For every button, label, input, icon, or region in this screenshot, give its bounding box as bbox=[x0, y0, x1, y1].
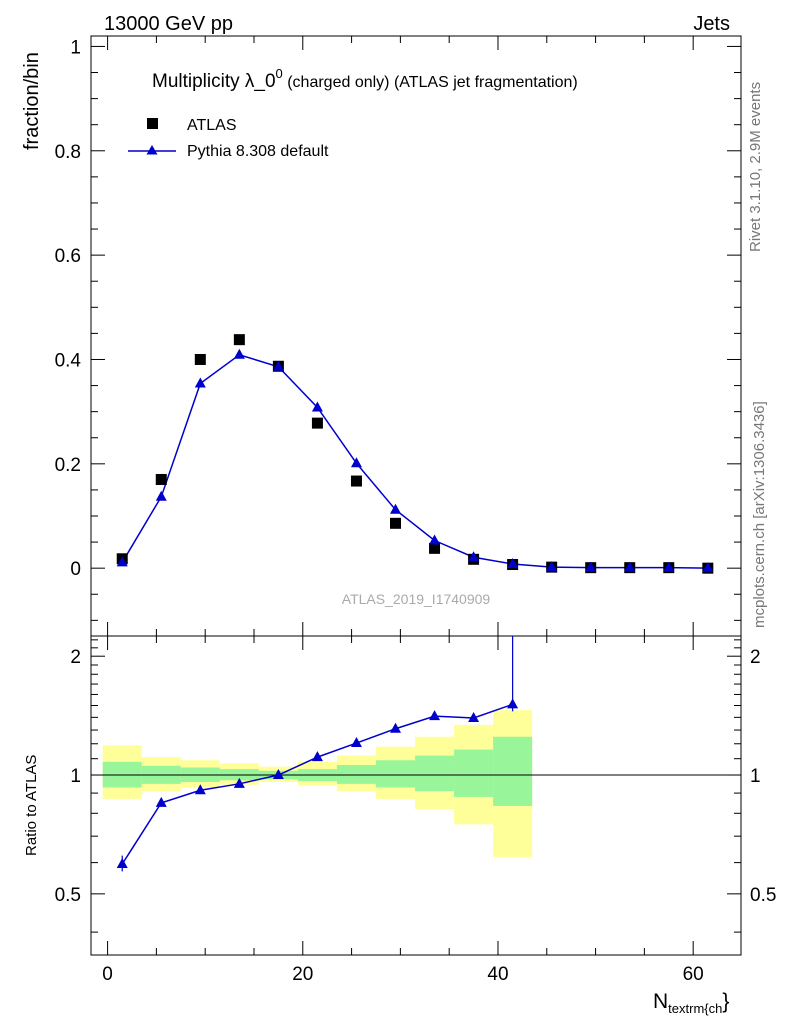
main-ytick-label: 1 bbox=[70, 37, 81, 58]
ratio-xlabel-sub: textrm{ch bbox=[668, 1001, 722, 1016]
header-left: 13000 GeV pp bbox=[104, 13, 233, 35]
data-point bbox=[233, 334, 245, 346]
ratio-ytick-label-right: 1 bbox=[750, 766, 761, 787]
stat-band bbox=[415, 755, 455, 792]
ratio-ylabel: Ratio to ATLAS bbox=[23, 755, 40, 856]
mc-point bbox=[585, 561, 597, 572]
mc-point bbox=[311, 401, 323, 412]
mc-point bbox=[468, 551, 480, 562]
legend-data-marker bbox=[147, 118, 158, 129]
mc-point bbox=[155, 490, 167, 501]
ratio-xlabel-tail: } bbox=[722, 990, 729, 1013]
ratio-ytick-label: 1 bbox=[70, 766, 81, 787]
data-point bbox=[390, 517, 402, 529]
ratio-xlabel: Ntextrm{ch} bbox=[653, 990, 729, 1016]
analysis-id: ATLAS_2019_I1740909 bbox=[342, 591, 491, 607]
chart-title-tail: (charged only) (ATLAS jet fragmentation) bbox=[283, 74, 578, 91]
mc-point bbox=[350, 457, 362, 468]
main-ytick-label: 0.4 bbox=[55, 350, 82, 371]
mc-point bbox=[429, 534, 441, 545]
ratio-frame bbox=[90, 635, 742, 956]
main-ytick-label: 0.8 bbox=[55, 142, 81, 163]
mc-point bbox=[507, 558, 519, 568]
ratio-xtick-label: 20 bbox=[292, 964, 313, 985]
ratio-xtick-label: 0 bbox=[102, 964, 113, 985]
ratio-mc-point bbox=[155, 796, 167, 807]
ratio-ytick-label: 2 bbox=[70, 647, 81, 668]
data-point bbox=[350, 475, 362, 487]
ratio-mc-point bbox=[311, 751, 323, 762]
ratio-ytick-label: 0.5 bbox=[55, 885, 81, 906]
stat-band bbox=[493, 736, 533, 806]
mc-point bbox=[702, 562, 714, 573]
stat-band bbox=[454, 749, 494, 797]
mc-point bbox=[624, 561, 636, 572]
main-ytick-label: 0 bbox=[70, 559, 81, 580]
ratio-ytick-label-right: 0.5 bbox=[750, 885, 776, 906]
data-point bbox=[311, 417, 323, 429]
ratio-mc-point bbox=[350, 737, 362, 748]
ratio-mc-point bbox=[390, 722, 402, 733]
ratio-xtick-label: 40 bbox=[487, 964, 508, 985]
ratio-mc-point bbox=[233, 777, 245, 788]
header-right: Jets bbox=[693, 13, 730, 35]
main-ylabel: fraction/bin bbox=[21, 52, 43, 150]
mc-point bbox=[116, 556, 128, 567]
legend-data-label: ATLAS bbox=[187, 117, 237, 134]
main-ytick-label: 0.2 bbox=[55, 455, 81, 476]
mc-point bbox=[233, 348, 245, 359]
stat-band bbox=[375, 760, 416, 788]
ratio-mc-point bbox=[429, 710, 441, 721]
data-point bbox=[155, 473, 167, 485]
ratio-xtick-label: 60 bbox=[683, 964, 704, 985]
ratio-mc-point bbox=[194, 784, 206, 795]
ratio-mc-point bbox=[272, 769, 284, 780]
rivet-label: Rivet 3.1.10, 2.9M events bbox=[747, 82, 764, 252]
ratio-panel: 0.5 0.51 12 20 20 40 60 bbox=[55, 635, 776, 985]
mc-point bbox=[194, 377, 206, 388]
mcplots-label: mcplots.cern.ch [arXiv:1306.3436] bbox=[751, 401, 768, 628]
mc-point bbox=[663, 561, 675, 572]
legend-mc-label: Pythia 8.308 default bbox=[187, 143, 329, 160]
legend-mc-marker bbox=[146, 145, 158, 155]
text-overlay: 13000 GeV pp Jets Rivet 3.1.10, 2.9M eve… bbox=[21, 13, 768, 1016]
ratio-mc-point bbox=[468, 711, 480, 722]
ratio-mc-point bbox=[507, 698, 519, 709]
mc-point bbox=[390, 503, 402, 514]
main-ytick-label: 0.6 bbox=[55, 246, 81, 267]
mc-point bbox=[546, 561, 558, 572]
mc-point bbox=[272, 360, 284, 371]
chart-title-main: Multiplicity λ_0 bbox=[152, 71, 276, 92]
ratio-mc-point bbox=[116, 858, 128, 869]
chart-title-sup: 0 bbox=[276, 66, 283, 81]
data-point bbox=[194, 353, 206, 365]
data-point bbox=[429, 542, 441, 554]
ratio-xlabel-main: N bbox=[653, 990, 668, 1013]
ratio-ytick-label-right: 2 bbox=[750, 647, 761, 668]
stat-band bbox=[336, 765, 376, 784]
mc-line bbox=[121, 353, 708, 569]
chart-title: Multiplicity λ_00 (charged only) (ATLAS … bbox=[152, 66, 578, 92]
